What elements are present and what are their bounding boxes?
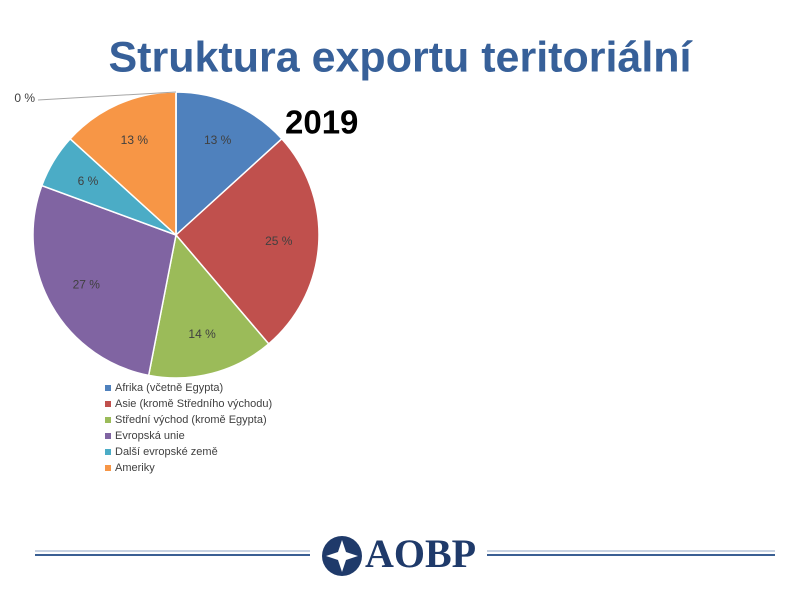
pie-slice <box>147 233 270 379</box>
pie-slice <box>175 91 283 237</box>
data-label: 25 % <box>265 234 293 248</box>
legend-label: Afrika (včetně Egypta) <box>115 382 223 394</box>
logo-star <box>326 540 358 572</box>
legend-swatch <box>105 401 111 407</box>
footer: AOBP <box>35 531 775 576</box>
leader-line <box>37 91 177 101</box>
data-label: 27 % <box>73 278 101 292</box>
legend-swatch <box>105 449 111 455</box>
logo-text: AOBP <box>365 531 476 576</box>
data-label: 13 % <box>121 133 149 147</box>
chart-title: 2019 <box>285 104 358 141</box>
data-label: 14 % <box>188 327 216 341</box>
legend-label: Další evropské země <box>115 446 218 458</box>
pie-slice <box>32 184 177 377</box>
pie-slice <box>174 137 320 345</box>
legend-label: Střední východ (kromě Egypta) <box>115 414 267 426</box>
legend-label: Ameriky <box>115 462 155 474</box>
legend-swatch <box>105 465 111 471</box>
legend-label: Asie (kromě Středního východu) <box>115 398 272 410</box>
legend-swatch <box>105 417 111 423</box>
data-label: 6 % <box>78 174 99 188</box>
legend-swatch <box>105 385 111 391</box>
data-label: 13 % <box>204 133 232 147</box>
legend-label: Evropská unie <box>115 430 185 442</box>
slide-title: Struktura exportu teritoriální <box>109 33 694 81</box>
legend-swatch <box>105 433 111 439</box>
data-label: 0 % <box>14 91 35 105</box>
